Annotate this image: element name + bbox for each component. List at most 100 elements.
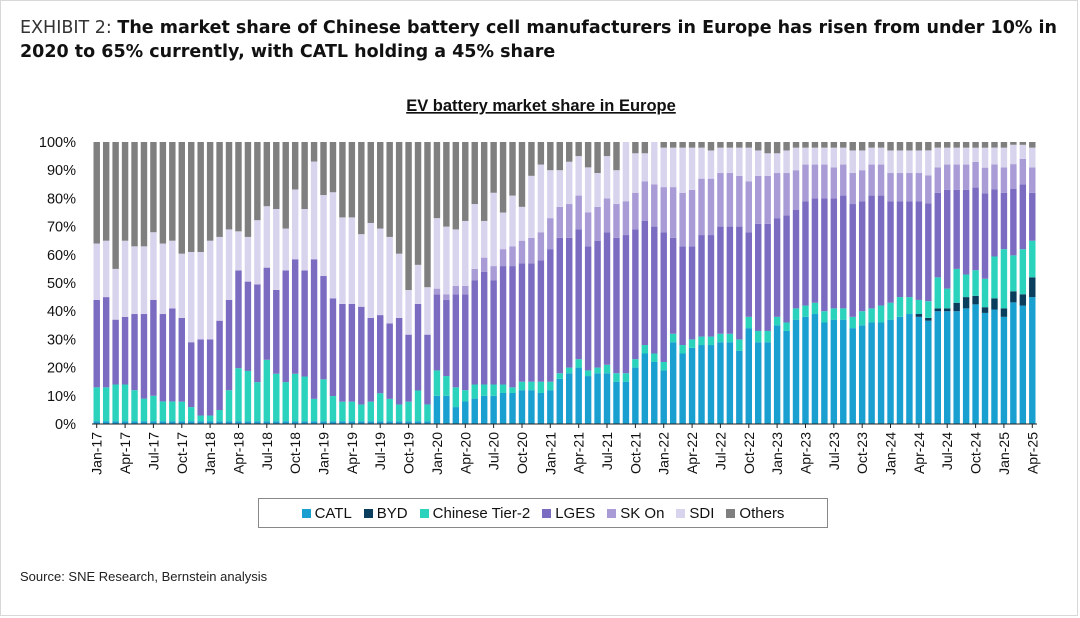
bar-sdi-may-24 bbox=[925, 150, 932, 176]
bar-others-nov-19 bbox=[414, 142, 422, 265]
legend-item-lges: LGES bbox=[542, 505, 595, 522]
bar-others-apr-24 bbox=[915, 142, 923, 151]
bar-catl-aug-20 bbox=[499, 392, 507, 424]
bar-chinese-tier-2-jul-18 bbox=[263, 359, 271, 422]
bar-catl-apr-24 bbox=[915, 316, 923, 424]
bar-lges-oct-19 bbox=[405, 334, 412, 402]
bar-lges-feb-23 bbox=[783, 215, 790, 323]
bar-catl-sep-23 bbox=[849, 328, 856, 424]
bar-sdi-may-21 bbox=[584, 167, 592, 213]
bar-sdi-apr-17 bbox=[121, 240, 129, 317]
bar-catl-nov-23 bbox=[868, 322, 875, 424]
bar-sdi-sep-23 bbox=[849, 150, 856, 174]
bar-others-oct-19 bbox=[405, 142, 412, 290]
bar-chinese-tier-2-jun-17 bbox=[140, 398, 148, 422]
bar-lges-sep-23 bbox=[849, 204, 856, 317]
bar-chinese-tier-2-aug-21 bbox=[613, 373, 620, 382]
bar-lges-mar-24 bbox=[906, 201, 913, 298]
bar-sdi-jul-24 bbox=[944, 147, 951, 165]
bar-byd-apr-24 bbox=[915, 314, 923, 317]
bar-sk-on-jun-24 bbox=[934, 167, 941, 193]
bar-chinese-tier-2-apr-21 bbox=[575, 359, 582, 368]
bar-lges-may-20 bbox=[471, 280, 478, 385]
bar-lges-oct-20 bbox=[518, 263, 526, 382]
bar-sk-on-nov-20 bbox=[528, 237, 535, 264]
bar-sdi-nov-17 bbox=[188, 251, 195, 343]
bar-lges-jun-22 bbox=[707, 235, 715, 337]
bar-lges-sep-24 bbox=[962, 189, 970, 275]
bar-chinese-tier-2-mar-24 bbox=[906, 297, 913, 315]
bar-sdi-mar-21 bbox=[566, 161, 573, 205]
bar-others-may-17 bbox=[131, 142, 138, 247]
bar-byd-feb-25 bbox=[1010, 291, 1017, 303]
bar-chinese-tier-2-apr-18 bbox=[235, 368, 242, 422]
bar-byd-sep-24 bbox=[962, 297, 970, 309]
bar-lges-oct-17 bbox=[178, 317, 185, 402]
bar-catl-dec-21 bbox=[651, 361, 658, 424]
x-tick-label: Jan-24 bbox=[883, 432, 899, 475]
bar-others-jun-21 bbox=[594, 142, 601, 174]
bar-sdi-mar-24 bbox=[906, 150, 913, 174]
bar-lges-mar-20 bbox=[452, 294, 460, 388]
bar-others-oct-18 bbox=[291, 142, 299, 190]
bar-others-apr-21 bbox=[575, 142, 582, 157]
bar-others-mar-22 bbox=[679, 142, 686, 148]
bar-byd-aug-24 bbox=[953, 302, 960, 312]
bar-catl-apr-17 bbox=[121, 421, 129, 424]
bar-chinese-tier-2-aug-18 bbox=[273, 373, 280, 422]
bar-lges-jun-18 bbox=[254, 284, 261, 383]
bar-catl-feb-24 bbox=[896, 316, 904, 424]
bar-sdi-jun-23 bbox=[821, 147, 828, 165]
bar-chinese-tier-2-oct-20 bbox=[518, 381, 526, 391]
y-tick-label: 70% bbox=[47, 220, 76, 236]
bar-sdi-aug-23 bbox=[840, 147, 847, 165]
bar-lges-jul-22 bbox=[717, 226, 724, 334]
bar-others-oct-22 bbox=[745, 142, 752, 148]
bar-sdi-nov-21 bbox=[641, 153, 649, 182]
bar-sk-on-apr-24 bbox=[915, 173, 923, 202]
bar-others-sep-22 bbox=[736, 142, 743, 148]
bar-sdi-apr-22 bbox=[688, 147, 696, 190]
bar-others-jul-18 bbox=[263, 142, 271, 207]
bar-lges-jan-17 bbox=[93, 299, 100, 388]
bar-sk-on-apr-21 bbox=[575, 195, 582, 230]
bar-chinese-tier-2-jan-23 bbox=[773, 316, 781, 326]
bar-sdi-aug-18 bbox=[273, 209, 280, 290]
bars bbox=[93, 142, 1036, 424]
x-tick-label: Oct-19 bbox=[401, 432, 417, 474]
bar-sdi-feb-21 bbox=[556, 170, 563, 207]
bar-sk-on-mar-23 bbox=[792, 170, 800, 210]
bar-lges-dec-24 bbox=[991, 189, 998, 257]
bar-lges-aug-24 bbox=[953, 189, 960, 269]
bar-lges-jul-23 bbox=[830, 198, 838, 309]
bar-sdi-may-19 bbox=[358, 234, 365, 307]
x-tick-label: Apr-22 bbox=[684, 432, 700, 474]
bar-chinese-tier-2-aug-23 bbox=[840, 308, 847, 320]
bar-sk-on-nov-21 bbox=[641, 181, 649, 221]
bar-catl-jul-24 bbox=[944, 311, 951, 424]
bar-sdi-jun-21 bbox=[594, 173, 601, 207]
bar-chinese-tier-2-mar-23 bbox=[792, 308, 800, 320]
bar-sk-on-dec-24 bbox=[991, 164, 998, 190]
bar-catl-feb-17 bbox=[102, 421, 110, 424]
bar-sdi-aug-17 bbox=[159, 243, 167, 315]
bar-catl-sep-20 bbox=[509, 392, 516, 424]
bar-lges-aug-23 bbox=[840, 195, 847, 309]
legend-item-sk-on: SK On bbox=[607, 505, 664, 522]
bar-sdi-feb-19 bbox=[329, 192, 337, 299]
x-tick-label: Jan-18 bbox=[202, 432, 218, 475]
bar-chinese-tier-2-oct-18 bbox=[291, 373, 299, 422]
bar-catl-jan-18 bbox=[206, 421, 214, 424]
bar-lges-oct-22 bbox=[745, 232, 752, 317]
bar-sk-on-oct-22 bbox=[745, 181, 752, 233]
bar-chinese-tier-2-apr-25 bbox=[1029, 240, 1036, 278]
y-tick-label: 20% bbox=[47, 361, 76, 377]
bar-others-apr-25 bbox=[1029, 142, 1036, 148]
bar-others-sep-19 bbox=[395, 142, 403, 254]
bar-catl-jan-23 bbox=[773, 325, 781, 424]
bar-sdi-dec-22 bbox=[764, 153, 771, 176]
bar-chinese-tier-2-dec-19 bbox=[424, 404, 431, 422]
bar-sdi-oct-24 bbox=[972, 147, 979, 162]
bar-others-feb-18 bbox=[216, 142, 223, 237]
bar-chinese-tier-2-may-21 bbox=[584, 370, 592, 377]
